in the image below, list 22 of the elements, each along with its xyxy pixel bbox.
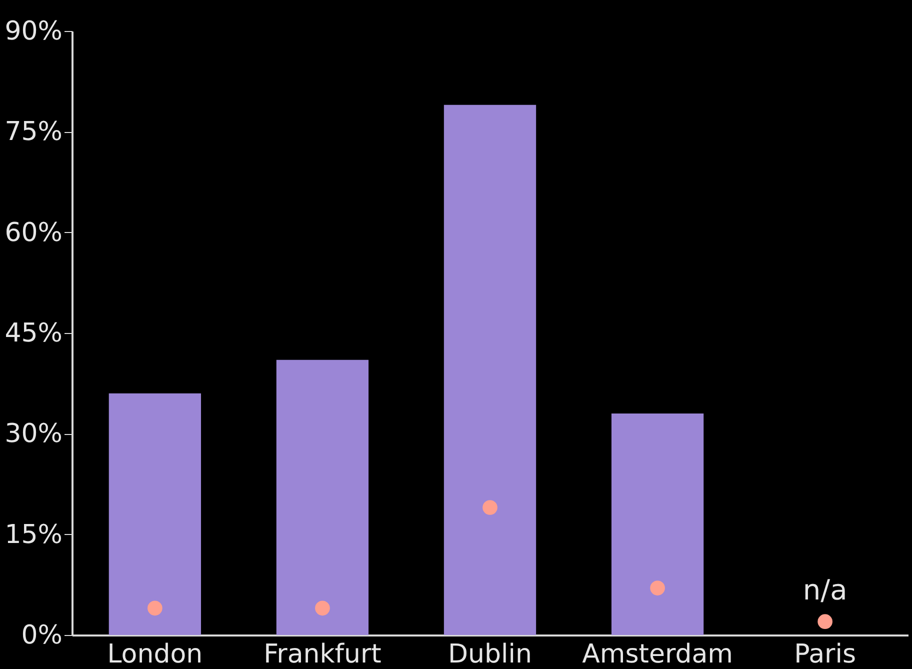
y-tick-label: 30% (4, 419, 62, 450)
x-tick-label: Amsterdam (582, 640, 733, 669)
y-tick-label: 0% (21, 620, 62, 650)
point (315, 600, 330, 616)
y-tick-label: 45% (4, 318, 62, 348)
x-tick-label: London (107, 640, 203, 669)
point (650, 580, 665, 596)
annotation: n/a (802, 574, 848, 607)
point (818, 614, 832, 629)
bar (611, 414, 704, 635)
point (148, 600, 162, 616)
y-tick-label: 75% (4, 117, 62, 148)
bar (108, 393, 201, 635)
y-tick-label: 60% (4, 218, 62, 248)
point (482, 500, 498, 515)
x-tick-label: Frankfurt (264, 640, 382, 669)
bar (444, 104, 536, 635)
x-tick-label: Dublin (448, 640, 532, 669)
y-tick-label: 15% (4, 520, 62, 550)
bar (276, 360, 369, 635)
x-tick-label: Paris (794, 640, 856, 669)
y-tick-label: 90% (4, 16, 62, 46)
